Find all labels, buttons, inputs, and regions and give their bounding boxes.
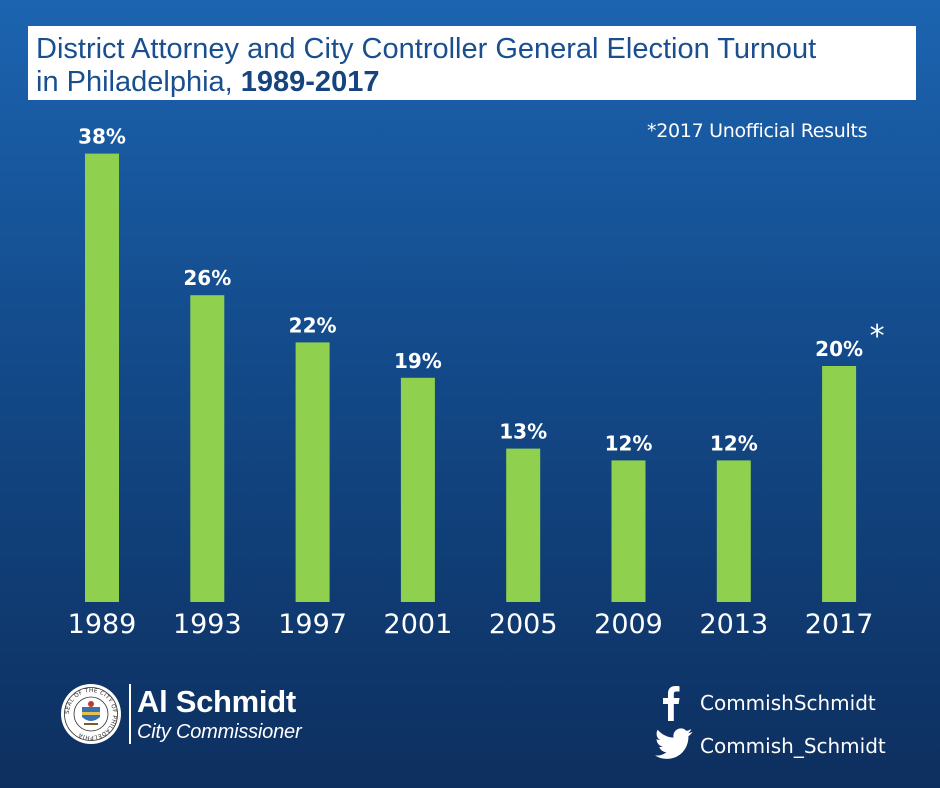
chart-title-years: 1989-2017 — [240, 66, 380, 98]
facebook-handle[interactable]: CommishSchmidt — [700, 691, 876, 715]
brand-divider — [129, 684, 131, 744]
chart-title-line2: in Philadelphia, 1989-2017 — [36, 66, 916, 99]
city-seal-icon: SEAL OF THE CITY OF PHILADELPHIA — [61, 684, 121, 744]
data-label-1993: 26% — [183, 266, 231, 290]
brand-role: City Commissioner — [137, 721, 302, 743]
facebook-link[interactable]: CommishSchmidt — [655, 685, 915, 721]
bar-1989 — [85, 153, 119, 602]
chart-title-line1: District Attorney and City Controller Ge… — [36, 33, 817, 65]
brand-name: Al Schmidt — [137, 684, 296, 719]
data-label-2005: 13% — [499, 420, 547, 444]
chart-title-plain: in Philadelphia, — [36, 66, 241, 98]
data-label-2009: 12% — [605, 431, 653, 455]
annotation-asterisk: * — [870, 319, 885, 354]
x-tick-2001: 2001 — [384, 609, 453, 640]
facebook-icon — [663, 686, 680, 721]
twitter-handle[interactable]: Commish_Schmidt — [700, 734, 886, 758]
bar-2001 — [400, 377, 435, 602]
bar-2009 — [611, 460, 646, 602]
data-label-1997: 22% — [289, 313, 337, 337]
data-label-2013: 12% — [710, 431, 758, 455]
twitter-link[interactable]: Commish_Schmidt — [655, 728, 915, 764]
footnote: *2017 Unofficial Results — [647, 120, 868, 142]
bar-2013 — [716, 460, 751, 602]
bar-1993 — [190, 295, 225, 602]
x-tick-2017: 2017 — [805, 609, 874, 640]
x-tick-1993: 1993 — [173, 609, 242, 640]
x-tick-2005: 2005 — [489, 609, 558, 640]
bar-2005 — [506, 448, 541, 602]
x-tick-1997: 1997 — [278, 609, 347, 640]
x-tick-1989: 1989 — [68, 609, 137, 640]
x-tick-2013: 2013 — [699, 609, 768, 640]
bar-1997 — [295, 342, 330, 602]
twitter-icon — [655, 728, 693, 759]
data-label-2017: 20% — [815, 337, 863, 361]
x-tick-2009: 2009 — [594, 609, 663, 640]
bar-2017 — [822, 366, 857, 602]
data-label-1989: 38% — [78, 125, 126, 149]
data-label-2001: 19% — [394, 349, 442, 373]
title-box: District Attorney and City Controller Ge… — [28, 26, 916, 100]
